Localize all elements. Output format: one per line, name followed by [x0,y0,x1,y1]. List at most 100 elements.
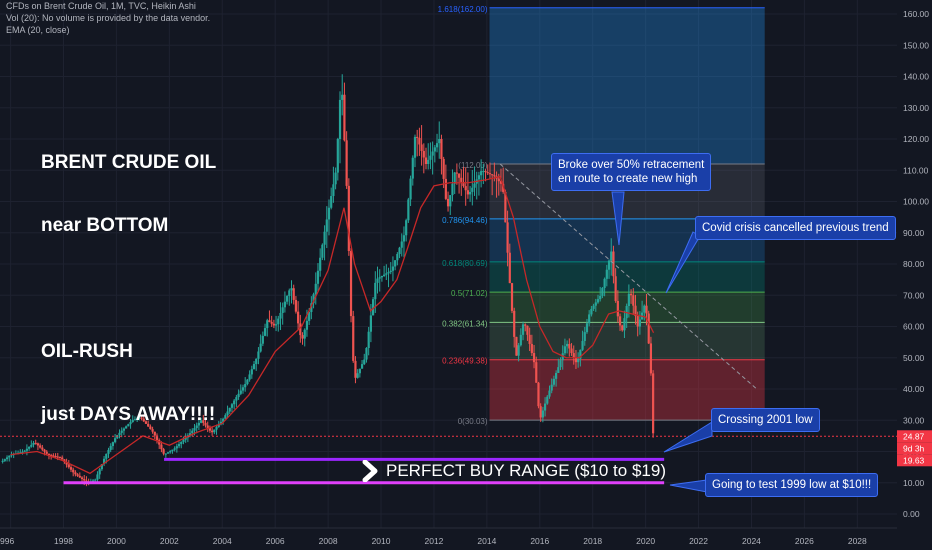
pointer-crossing [663,421,713,453]
candle-body [616,300,619,317]
candle-body [228,407,231,412]
y-tick-label: 40.00 [903,384,925,394]
candle-body [52,455,55,457]
candle-body [239,390,242,394]
candle-body [391,266,395,271]
legend-volume[interactable]: Vol (20): No volume is provided by the d… [6,13,211,23]
candle-body [47,453,51,455]
candle-body [603,278,606,288]
price-axis: 160.00 150.00 140.00 130.00 120.00 110.00 100.… [897,0,932,550]
candle-body [471,187,474,192]
candle-body [590,308,593,315]
fib-label: 0.786(94.46) [442,216,488,225]
candle-body [526,325,529,335]
legend-ema[interactable]: EMA (20, close) [6,25,70,35]
candle-body [552,378,555,385]
fib-zone [489,322,765,360]
candle-body [385,273,388,275]
candle-body [255,358,258,364]
fib-label: 0.236(49.38) [442,357,488,366]
y-tick-label: 80.00 [903,259,925,269]
candle-body [147,423,150,427]
candle-body [83,479,86,481]
candle-body [528,334,531,344]
candle-body [193,428,196,431]
candle-body [244,384,247,388]
candle-body [499,181,503,184]
candle-body [508,252,511,284]
candle-body [409,178,412,200]
candle-body [345,140,348,186]
candle-body [451,183,454,196]
candle-body [396,254,399,261]
candle-body [45,451,48,454]
candle-body [532,353,536,363]
candle-body [486,172,489,174]
x-tick-label: 2004 [213,536,232,546]
note-covid[interactable]: Covid crisis cancelled previous trend [695,216,896,240]
candle-body [241,387,245,391]
x-tick-label: 2012 [424,536,443,546]
candle-body [632,295,635,306]
candle-body [433,147,436,152]
note-1999-test[interactable]: Going to test 1999 low at $10!!! [705,473,879,497]
candle-body [166,452,170,454]
candle-body [407,199,410,221]
candle-body [446,198,450,207]
candle-body [257,351,260,359]
candle-body [272,323,275,326]
candle-body [195,425,198,429]
candle-body [482,171,485,173]
candle-body [422,150,425,158]
candle-body [376,278,379,283]
candle-body [371,299,375,316]
candle-body [383,274,386,276]
candle-body [601,287,604,296]
candle-body [347,185,350,251]
candle-body [652,373,655,434]
candle-body [305,320,309,330]
headline-line-2: near BOTTOM [41,215,169,236]
candle-body [30,444,33,447]
candle-body [387,272,390,274]
candle-body [61,457,64,460]
note-crossing[interactable]: Crossing 2001 low [711,408,820,432]
candle-body [285,296,289,302]
x-tick-label: 996 [0,536,14,546]
x-tick-label: 2024 [742,536,761,546]
candle-body [519,334,522,346]
fib-label: 0.5(71.02) [451,289,488,298]
candle-body [76,474,79,476]
candle-body [246,379,249,385]
candle-body [510,283,514,311]
candle-body [274,324,278,326]
candle-body [100,464,103,470]
candle-body [149,426,152,430]
candle-body [197,422,200,426]
candle-body [91,480,95,482]
candle-body [94,479,97,481]
candle-body [43,449,46,452]
ema-line [10,175,655,475]
candle-body [607,260,611,270]
candle-body [98,469,101,475]
candle-body [546,396,549,404]
candle-body [466,190,470,195]
candle-body [535,362,538,383]
candle-body [442,158,445,179]
x-tick-label: 2026 [795,536,814,546]
candle-body [226,411,229,416]
note-retracement[interactable]: Broke over 50% retracement en route to c… [551,153,712,191]
time-axis: 996 1998 2000 2002 2004 2006 2008 2010 2012 2014 2… [0,527,932,550]
candle-body [398,247,401,254]
candle-body [65,461,68,465]
legend-symbol[interactable]: CFDs on Brent Crude Oil, 1M, TVC, Heikin… [6,1,196,11]
y-tick-label: 130.00 [903,103,929,113]
candle-body [504,191,507,223]
candle-body [539,406,542,418]
candle-body [581,340,584,350]
candle-body [541,410,544,418]
candle-body [594,302,597,306]
fib-label: 0.382(61.34) [442,319,488,328]
